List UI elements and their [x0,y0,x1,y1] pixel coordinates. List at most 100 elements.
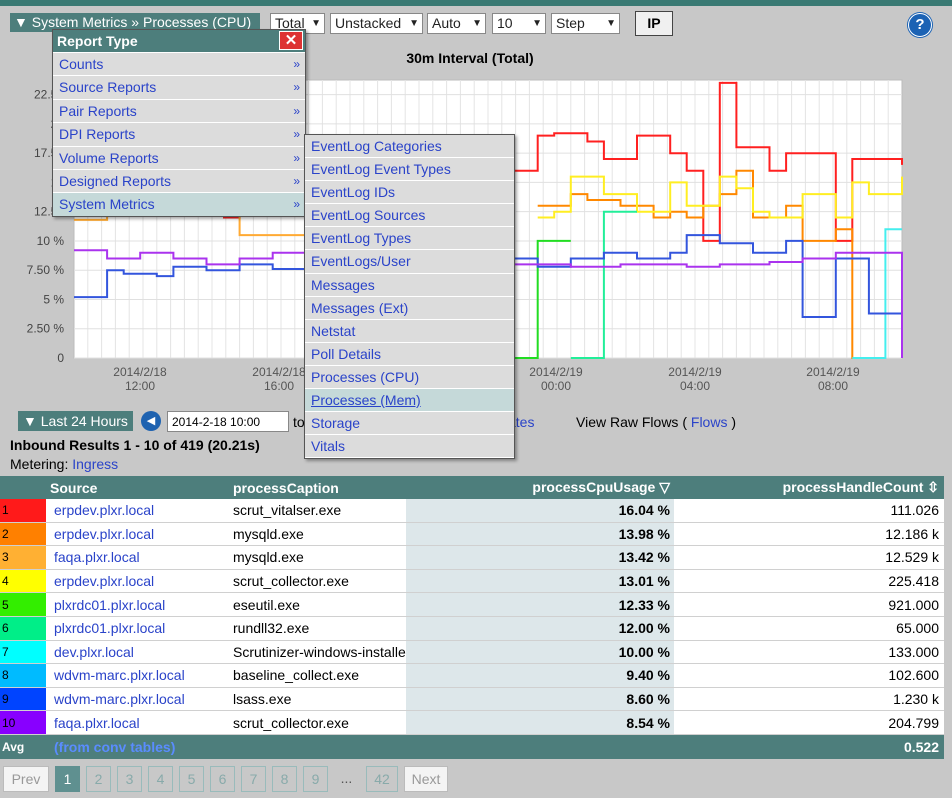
source-cell: erpdev.plxr.local [46,522,229,547]
flows-link[interactable]: Flows [690,414,728,430]
submenu-item-eventlog-categories[interactable]: EventLog Categories [305,135,514,159]
chevron-down-icon: ▼ [409,18,419,29]
menu-item-label: Counts [59,56,104,72]
menu-item-counts[interactable]: Counts » [53,52,305,75]
scale-select[interactable]: Auto ▼ [427,13,486,34]
cpu-cell: 8.60 % [406,687,674,712]
page-42-button[interactable]: 42 [366,766,398,792]
graph-type-select[interactable]: Step ▼ [551,13,620,34]
table-footer-row: Avg (from conv tables) 0.522 [0,734,944,759]
help-icon[interactable]: ? [908,13,932,37]
source-link[interactable]: erpdev.plxr.local [54,573,155,590]
submenu-item-eventlogs-user[interactable]: EventLogs/User [305,250,514,274]
source-link[interactable]: dev.plxr.local [54,643,134,660]
table-row[interactable]: 10 faqa.plxr.local scrut_collector.exe 8.54… [0,710,944,735]
source-link[interactable]: wdvm-marc.plxr.local [54,691,185,708]
menu-item-label: Source Reports [59,79,157,96]
table-row[interactable]: 4 erpdev.plxr.local scrut_collector.exe 13.… [0,569,944,594]
submenu-item-processes-cpu[interactable]: Processes (CPU) [305,366,514,390]
table-row[interactable]: 2 erpdev.plxr.local mysqld.exe 13.98 % 12.18… [0,522,944,547]
page-1-button[interactable]: 1 [55,766,80,792]
table-row[interactable]: 5 plxrdc01.plxr.local eseutil.exe 12.33 % 92… [0,592,944,617]
submenu-item-messages[interactable]: Messages [305,274,514,297]
page-6-button[interactable]: 6 [210,766,235,792]
source-link[interactable]: plxrdc01.plxr.local [54,596,166,613]
submenu-item-eventlog-ids[interactable]: EventLog IDs [305,181,514,205]
rank-cell: 6 [0,616,46,641]
page-9-button[interactable]: 9 [303,766,328,792]
x-tick-label-time: 16:00 [264,379,294,393]
sort-desc-icon[interactable]: ▽ [659,479,670,495]
source-link[interactable]: faqa.plxr.local [54,714,140,731]
page-8-button[interactable]: 8 [272,766,297,792]
source-link[interactable]: erpdev.plxr.local [54,525,155,542]
submenu-item-messages-ext[interactable]: Messages (Ext) [305,297,514,320]
submenu-item-processes-mem[interactable]: Processes (Mem) [305,389,514,413]
pagination: Prev 1 2 3 4 5 6 7 8 9 ... 42 Next [0,762,952,798]
submenu-arrow-icon: » [293,80,300,95]
page-7-button[interactable]: 7 [241,766,266,792]
source-link[interactable]: erpdev.plxr.local [54,502,155,519]
table-row[interactable]: 9 wdvm-marc.plxr.local lsass.exe 8.60 % 1.23… [0,687,944,712]
prev-page-button[interactable]: Prev [3,766,49,792]
menu-item-dpi-reports[interactable]: DPI Reports » [53,122,305,145]
menu-item-system-metrics[interactable]: System Metrics » [53,192,305,216]
menu-item-pair-reports[interactable]: Pair Reports » [53,98,305,122]
submenu-arrow-icon: » [293,173,300,188]
cpu-header[interactable]: processCpuUsage ▽ [406,476,674,499]
table-row[interactable]: 3 faqa.plxr.local mysqld.exe 13.42 % 12.529 … [0,545,944,570]
report-breadcrumb[interactable]: ▼ System Metrics » Processes (CPU) [10,13,260,32]
x-tick-label-time: 00:00 [541,379,571,393]
source-link[interactable]: faqa.plxr.local [54,549,140,566]
page-4-button[interactable]: 4 [148,766,173,792]
page-3-button[interactable]: 3 [117,766,142,792]
sort-both-icon[interactable]: ⇳ [927,479,939,495]
submenu-item-storage[interactable]: Storage [305,412,514,436]
source-cell: faqa.plxr.local [46,545,229,570]
x-tick-label-date: 2014/2/19 [668,365,722,379]
table-row[interactable]: 7 dev.plxr.local Scrutinizer-windows-insta… [0,640,944,665]
menu-item-volume-reports[interactable]: Volume Reports » [53,145,305,169]
y-tick-label: 5 % [43,292,64,306]
time-range-button[interactable]: ▼ Last 24 Hours [18,411,133,431]
to-label: to [293,414,305,430]
avg-label: Avg [0,734,46,759]
metering-link[interactable]: Ingress [72,456,119,472]
handles-header[interactable]: processHandleCount ⇳ [674,476,944,499]
menu-item-designed-reports[interactable]: Designed Reports » [53,168,305,192]
handles-header-label: processHandleCount [782,479,924,495]
submenu-item-eventlog-event-types[interactable]: EventLog Event Types [305,158,514,182]
handles-cell: 102.600 [674,663,944,688]
next-page-button[interactable]: Next [404,766,448,792]
back-arrow-icon[interactable]: ◀ [141,411,161,431]
page-2-button[interactable]: 2 [86,766,111,792]
close-icon[interactable]: ✕ [279,31,303,50]
count-select[interactable]: 10 ▼ [492,13,546,34]
start-date-input[interactable] [167,411,289,432]
source-link[interactable]: plxrdc01.plxr.local [54,620,166,637]
stack-select[interactable]: Unstacked ▼ [330,13,423,34]
submenu-item-vitals[interactable]: Vitals [305,435,514,459]
table-row[interactable]: 6 plxrdc01.plxr.local rundll32.exe 12.00 % 6… [0,616,944,641]
source-cell: dev.plxr.local [46,640,229,665]
cpu-cell: 16.04 % [406,499,674,523]
submenu-item-poll-details[interactable]: Poll Details [305,343,514,366]
cpu-cell: 9.40 % [406,663,674,688]
source-link[interactable]: wdvm-marc.plxr.local [54,667,185,684]
source-header[interactable]: Source [46,476,229,499]
top-bar [0,0,952,6]
page-5-button[interactable]: 5 [179,766,204,792]
table-row[interactable]: 1 erpdev.plxr.local scrut_vitalser.exe 16.0… [0,499,944,523]
rank-header [0,476,46,499]
table-row[interactable]: 8 wdvm-marc.plxr.local baseline_collect.ex… [0,663,944,688]
caption-cell: scrut_vitalser.exe [229,499,406,523]
menu-item-source-reports[interactable]: Source Reports » [53,75,305,98]
avg-source-link[interactable]: (from conv tables) [46,734,674,759]
ip-button[interactable]: IP [635,11,673,36]
submenu-item-netstat[interactable]: Netstat [305,320,514,343]
caption-header[interactable]: processCaption [229,476,406,499]
caption-cell: mysqld.exe [229,545,406,570]
submenu-item-eventlog-sources[interactable]: EventLog Sources [305,204,514,228]
submenu-item-eventlog-types[interactable]: EventLog Types [305,227,514,251]
total-select[interactable]: Total ▼ [270,13,325,34]
